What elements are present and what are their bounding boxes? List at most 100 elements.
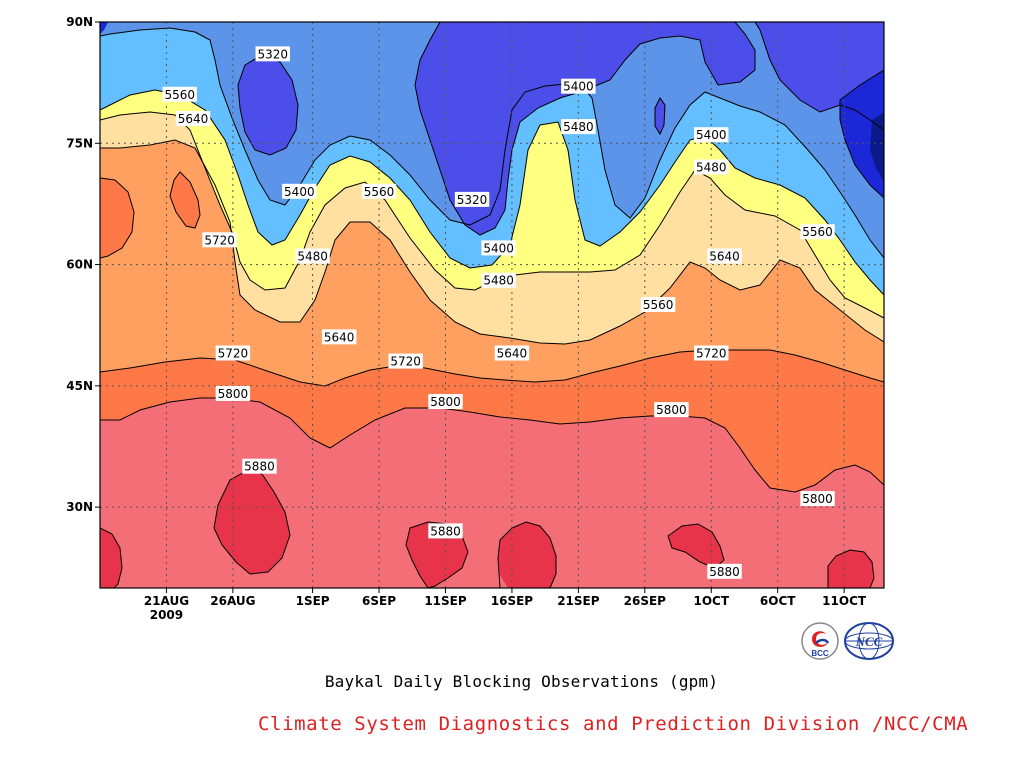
contour-label: 5400	[483, 241, 514, 255]
y-axis: 30N 45N 60N 75N 90N	[66, 15, 100, 514]
contour-label: 5560	[643, 298, 674, 312]
contour-label-bg	[295, 248, 330, 264]
band-5320-5400-small	[655, 98, 665, 134]
contour-label: 5640	[497, 347, 528, 361]
contour-label-bg	[428, 394, 463, 410]
contour-label: 5480	[483, 274, 514, 288]
contour-label: 5480	[563, 120, 594, 134]
max-pocket-4	[668, 524, 724, 568]
band-below-5320	[840, 70, 884, 198]
contour-label-bg	[561, 119, 596, 135]
contour-label: 5800	[656, 403, 687, 417]
contour-label: 5800	[218, 387, 249, 401]
contour-label-bg	[428, 523, 463, 539]
contour-labels: 5320 5560 5640 5400 5720 5480 5560 5320 5400 5480…	[162, 46, 835, 579]
band-min	[870, 112, 884, 182]
contour-label: 5880	[709, 565, 740, 579]
contour-label: 5720	[390, 355, 421, 369]
contour-label-bg	[454, 191, 490, 207]
contour-label: 5320	[457, 193, 488, 207]
contour-label: 5320	[257, 47, 288, 61]
contour-lines	[100, 22, 884, 588]
max-pocket-5	[828, 550, 874, 588]
x-tick-label: 6SEP	[362, 594, 396, 608]
contour-label-bg	[215, 385, 251, 401]
contour-label-bg	[282, 183, 317, 199]
contour-label-bg	[255, 46, 290, 62]
contour-label: 5880	[430, 524, 461, 538]
contour-label-bg	[694, 127, 729, 143]
contour-label-bg	[654, 402, 689, 418]
x-tick-label: 6OCT	[760, 594, 796, 608]
contour-label-bg	[242, 458, 277, 474]
contour-label-bg	[388, 353, 423, 369]
band-below-5320-top	[100, 22, 108, 34]
y-tick-label: 75N	[66, 136, 93, 150]
plot-area: 5320 5560 5640 5400 5720 5480 5560 5320 5400 5480…	[100, 22, 884, 588]
contour-label: 5400	[696, 128, 727, 142]
contour-label: 5800	[802, 492, 833, 506]
contour-label-bg	[561, 78, 596, 94]
contour-label-bg	[800, 224, 835, 240]
x-year-label: 2009	[150, 608, 183, 622]
contour-label: 5640	[178, 112, 209, 126]
x-tick-label: 16SEP	[491, 594, 534, 608]
max-pocket-2	[406, 522, 468, 588]
x-tick-label: 11OCT	[822, 594, 867, 608]
x-tick-label: 21SEP	[557, 594, 600, 608]
contour-label: 5720	[218, 347, 249, 361]
contour-label: 5720	[696, 347, 727, 361]
contour-label-bg	[800, 491, 835, 507]
contour-label: 5560	[164, 88, 195, 102]
contour-label: 5400	[563, 80, 594, 94]
plot-frame	[99, 21, 885, 589]
max-pocket-3	[498, 522, 556, 588]
x-tick-label: 1OCT	[693, 594, 729, 608]
y-tick-label: 30N	[66, 500, 93, 514]
contour-label-bg	[321, 329, 357, 345]
contour-label: 5480	[297, 249, 328, 263]
contour-label-bg	[215, 345, 251, 361]
contour-label-bg	[162, 86, 197, 102]
contour-label-bg	[694, 345, 729, 361]
contour-label: 5800	[430, 395, 461, 409]
band-5320-5400-west	[238, 55, 298, 155]
bcc-logo-text: BCC	[811, 649, 829, 658]
y-tick-label: 45N	[66, 379, 93, 393]
contour-label-bg	[481, 240, 516, 256]
contour-label: 5560	[802, 225, 833, 239]
band-5320-5400	[410, 22, 884, 235]
contour-label-bg	[481, 272, 516, 288]
contour-label: 5400	[284, 185, 315, 199]
x-tick-label: 1SEP	[296, 594, 330, 608]
x-tick-label: 21AUG	[144, 594, 189, 608]
contour-label: 5880	[244, 460, 275, 474]
contour-label-bg	[494, 345, 530, 361]
contour-label: 5640	[324, 330, 355, 344]
contour-label-bg	[361, 183, 397, 199]
x-axis: 21AUG 26AUG 1SEP 6SEP 11SEP 16SEP 21SEP 26SEP 1O…	[144, 588, 867, 622]
contour-label-bg	[202, 232, 237, 248]
contour-label: 5560	[364, 185, 395, 199]
x-tick-label: 26SEP	[624, 594, 667, 608]
y-tick-label: 60N	[66, 258, 93, 272]
contour-label-bg	[640, 297, 676, 312]
contour-label: 5640	[709, 249, 740, 263]
bcc-logo: BCC	[800, 621, 840, 661]
chart-title: Baykal Daily Blocking Observations (gpm)	[324, 672, 719, 691]
band-5720-5800-west-pocket	[100, 178, 134, 258]
contour-label-bg	[694, 159, 729, 175]
ncc-logo-text: NCC	[855, 634, 883, 649]
contour-label-bg	[707, 563, 742, 579]
contour-label: 5480	[696, 161, 727, 175]
x-tick-label: 26AUG	[210, 594, 255, 608]
contour-label-bg	[707, 248, 742, 264]
y-tick-label: 90N	[66, 15, 93, 29]
contour-label: 5720	[204, 233, 235, 247]
contour-label-bg	[175, 111, 211, 127]
max-pocket-6	[100, 528, 122, 588]
grid-lines	[100, 22, 884, 588]
organization-label: Climate System Diagnostics and Predictio…	[258, 713, 969, 735]
x-tick-label: 11SEP	[424, 594, 467, 608]
